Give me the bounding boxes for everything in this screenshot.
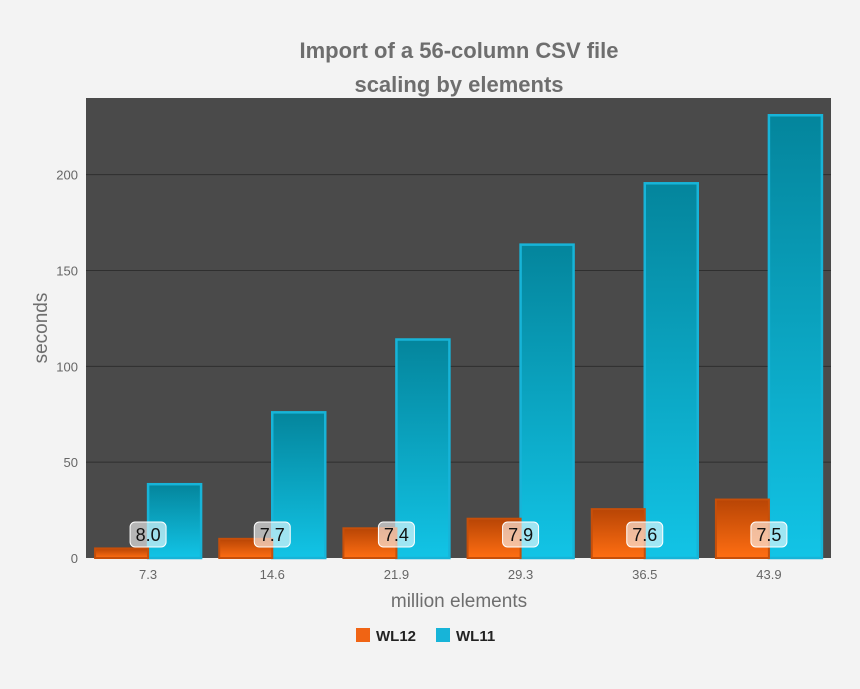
data-label: 7.4 <box>377 521 415 548</box>
bar-WL11-3 <box>519 243 575 560</box>
data-label-text: 7.7 <box>260 525 285 545</box>
bar-WL12-0 <box>94 547 150 560</box>
data-label-box <box>750 521 788 548</box>
data-label: 7.6 <box>626 521 664 548</box>
data-label: 7.7 <box>253 521 291 548</box>
x-tick-label: 21.9 <box>384 567 409 582</box>
y-axis-label: seconds <box>31 293 52 364</box>
y-tick-label: 0 <box>71 551 78 566</box>
legend-swatch <box>436 628 450 642</box>
bar-WL11-5 <box>767 114 824 560</box>
data-label-box <box>377 521 415 548</box>
legend-item-WL11: WL11 <box>436 628 495 645</box>
legend-label: WL12 <box>376 628 416 645</box>
data-label-text: 7.4 <box>384 525 409 545</box>
legend-item-WL12: WL12 <box>356 628 416 645</box>
x-axis-ticks: 7.3 14.6 21.9 29.3 36.5 43.9 <box>139 567 782 582</box>
x-tick-label: 36.5 <box>632 567 657 582</box>
data-label-text: 8.0 <box>136 525 161 545</box>
legend: WL12 WL11 <box>356 628 495 645</box>
data-label-box <box>626 521 664 548</box>
data-label: 7.5 <box>750 521 788 548</box>
x-tick-label: 43.9 <box>756 567 781 582</box>
y-tick-label: 200 <box>56 168 78 183</box>
data-label: 7.9 <box>502 521 540 548</box>
x-axis-label: million elements <box>391 591 527 612</box>
y-tick-label: 100 <box>56 359 78 374</box>
chart-title: Import of a 56-column CSV file <box>299 38 618 63</box>
gridlines <box>86 174 831 463</box>
bar-WL11-4 <box>643 182 699 560</box>
chart-subtitle: scaling by elements <box>354 72 563 97</box>
data-label-text: 7.5 <box>756 525 781 545</box>
x-tick-label: 14.6 <box>260 567 285 582</box>
y-axis-ticks: 0 50 100 150 200 <box>56 168 78 566</box>
legend-swatch <box>356 628 370 642</box>
data-label: 8.0 <box>129 521 167 548</box>
data-label-box <box>502 521 540 548</box>
y-tick-label: 150 <box>56 264 78 279</box>
legend-label: WL11 <box>456 628 495 645</box>
y-tick-label: 50 <box>64 455 78 470</box>
data-label-box <box>253 521 291 548</box>
data-label-text: 7.6 <box>632 525 657 545</box>
x-tick-label: 7.3 <box>139 567 157 582</box>
x-tick-label: 29.3 <box>508 567 533 582</box>
data-label-box <box>129 521 167 548</box>
data-labels: 8.0 7.7 7.4 7.9 7.6 7.5 <box>129 521 788 548</box>
data-label-text: 7.9 <box>508 525 533 545</box>
